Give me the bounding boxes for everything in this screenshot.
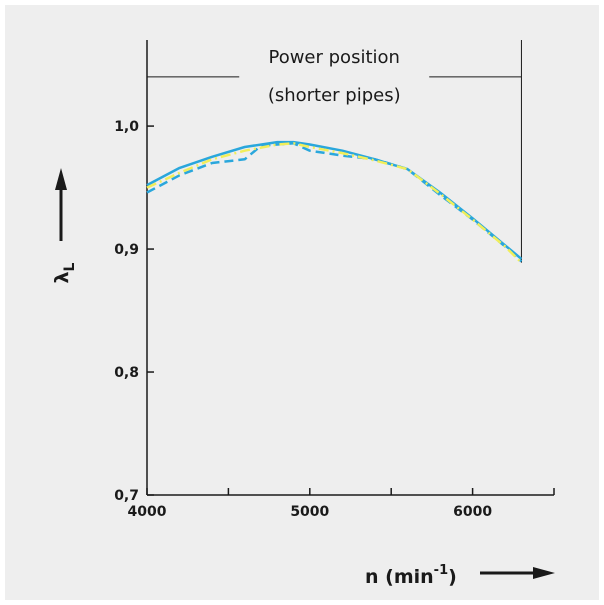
y-tick-label: 0,7 <box>114 488 139 504</box>
y-axis-arrow-icon <box>55 168 67 241</box>
y-tick-label: 0,9 <box>114 242 139 258</box>
x-axis-title-superscript: -1 <box>434 563 448 578</box>
x-axis-title: n (min-1) <box>365 563 457 588</box>
chart-frame: Power position (shorter pipes) 0,7 0,8 0,9 1… <box>5 5 599 600</box>
x-tick-label: 4000 <box>128 504 167 520</box>
axes <box>146 40 554 496</box>
y-axis-title-subscript: L <box>62 262 78 271</box>
series <box>146 140 523 264</box>
series-line-dashed <box>146 142 523 263</box>
annotation-text: (shorter pipes) <box>268 85 401 106</box>
y-axis-title-main: λ <box>51 271 73 283</box>
annotation-text: Power position <box>268 47 399 68</box>
series-line-solid <box>146 140 523 260</box>
ticks: 0,7 0,8 0,9 1,0 4000 5000 6000 <box>114 119 555 520</box>
y-axis-title: λL <box>51 262 78 283</box>
axis-titles: λL n (min-1) <box>51 168 555 588</box>
y-tick-label: 1,0 <box>114 119 139 135</box>
x-tick-label: 6000 <box>453 504 492 520</box>
chart: Power position (shorter pipes) 0,7 0,8 0,9 1… <box>51 40 555 588</box>
series-line-dash-dot <box>146 142 523 264</box>
x-axis-title-main: n (min <box>365 566 434 588</box>
x-tick-label: 5000 <box>290 504 329 520</box>
annotation: Power position (shorter pipes) <box>147 40 522 263</box>
x-axis-arrow-icon <box>480 567 555 579</box>
x-axis-title-suffix: ) <box>448 566 457 588</box>
y-tick-label: 0,8 <box>114 365 139 381</box>
